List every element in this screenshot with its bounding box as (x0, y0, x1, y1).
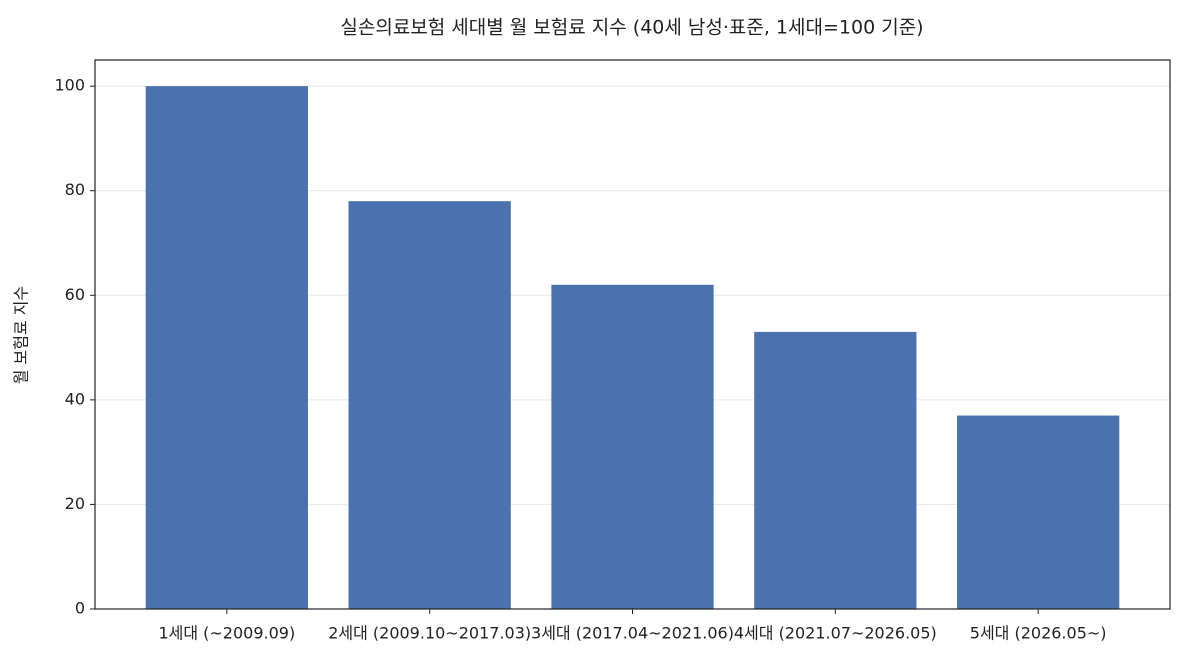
bar (754, 331, 917, 609)
bar (145, 86, 308, 609)
y-tick-label: 100 (54, 76, 85, 95)
y-tick-label: 20 (65, 494, 85, 513)
x-tick-label: 5세대 (2026.05~) (970, 624, 1107, 643)
x-tick-label: 1세대 (~2009.09) (158, 624, 295, 643)
y-axis-label: 월 보험료 지수 (12, 286, 31, 385)
x-tick-label: 4세대 (2021.07~2026.05) (734, 624, 937, 643)
y-tick-label: 40 (65, 389, 85, 408)
y-tick-label: 60 (65, 285, 85, 304)
y-tick-label: 0 (75, 599, 85, 618)
bar (957, 415, 1120, 609)
bars (145, 86, 1120, 609)
labels: 0 20 40 60 80 100 1세대 (~2009.09) 2세대 (2009.10~2… (54, 76, 1106, 643)
x-tick-label: 2세대 (2009.10~2017.03) (328, 624, 531, 643)
bar (348, 201, 511, 609)
chart-title: 실손의료보험 세대별 월 보험료 지수 (40세 남성·표준, 1세대=100 … (340, 17, 923, 39)
bar (551, 284, 714, 609)
y-tick-label: 80 (65, 180, 85, 199)
x-tick-label: 3세대 (2017.04~2021.06) (531, 624, 734, 643)
